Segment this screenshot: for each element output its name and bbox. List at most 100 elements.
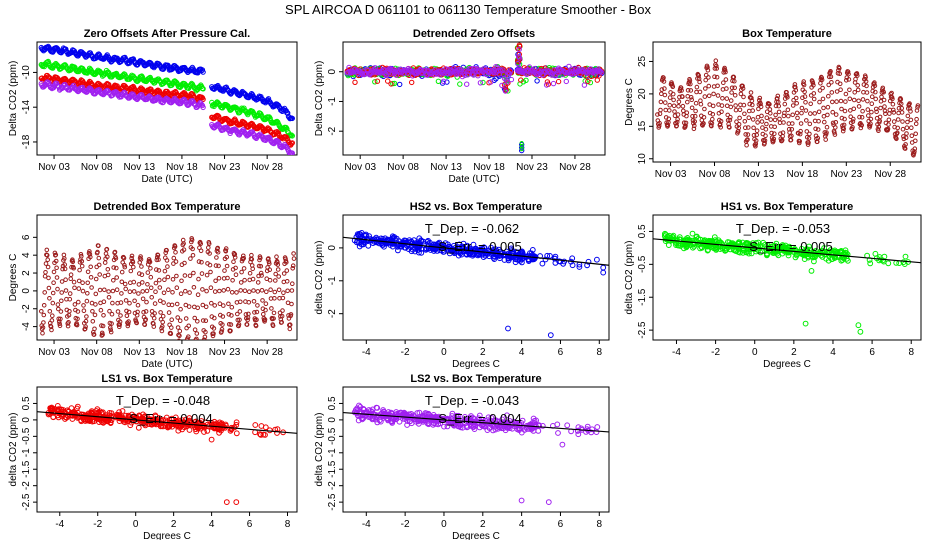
data-point bbox=[896, 105, 902, 111]
data-point bbox=[176, 338, 182, 340]
data-point bbox=[863, 79, 869, 84]
data-point bbox=[96, 243, 101, 249]
data-point bbox=[785, 252, 792, 259]
data-point bbox=[666, 116, 672, 122]
data-point bbox=[122, 262, 127, 268]
data-point bbox=[793, 88, 799, 93]
data-point bbox=[790, 112, 796, 118]
data-point bbox=[569, 262, 576, 269]
data-point bbox=[516, 46, 522, 52]
data-point bbox=[801, 252, 807, 259]
data-point bbox=[828, 74, 834, 79]
data-point bbox=[54, 275, 60, 280]
data-point bbox=[804, 129, 810, 134]
y-tick-label: -1 bbox=[327, 97, 338, 106]
data-point bbox=[690, 114, 695, 119]
data-point bbox=[177, 333, 182, 339]
data-point bbox=[159, 328, 165, 334]
x-tick-label: -2 bbox=[711, 347, 720, 358]
data-point bbox=[738, 91, 744, 97]
data-point bbox=[804, 118, 809, 123]
data-point bbox=[775, 93, 781, 99]
data-point bbox=[550, 80, 557, 87]
x-tick-label: Nov 23 bbox=[209, 162, 241, 173]
data-point bbox=[123, 286, 128, 292]
data-point bbox=[808, 111, 813, 116]
data-point bbox=[418, 249, 425, 256]
data-point bbox=[543, 82, 550, 88]
data-point bbox=[385, 78, 391, 84]
data-point bbox=[435, 240, 442, 247]
data-point bbox=[789, 127, 795, 132]
data-point bbox=[119, 269, 125, 275]
data-point bbox=[91, 332, 97, 337]
data-point bbox=[207, 251, 212, 256]
data-point bbox=[749, 95, 754, 101]
data-point bbox=[848, 114, 854, 119]
y-tick-label: -1.5 bbox=[21, 460, 32, 478]
data-point bbox=[246, 311, 251, 317]
data-point bbox=[50, 313, 55, 319]
data-point bbox=[732, 93, 738, 98]
data-point bbox=[53, 252, 59, 258]
data-point bbox=[169, 317, 174, 323]
data-point bbox=[280, 308, 285, 313]
data-point bbox=[90, 319, 96, 324]
data-point bbox=[43, 261, 49, 266]
data-point bbox=[245, 317, 250, 323]
data-point bbox=[217, 301, 223, 307]
data-point bbox=[289, 140, 295, 146]
data-point bbox=[186, 304, 192, 309]
data-point bbox=[41, 320, 46, 325]
data-point bbox=[186, 427, 193, 433]
data-point bbox=[734, 119, 739, 124]
data-point bbox=[53, 258, 59, 264]
data-point bbox=[859, 115, 865, 120]
data-point bbox=[254, 317, 259, 323]
data-point bbox=[114, 275, 119, 280]
data-point bbox=[169, 302, 175, 308]
data-point bbox=[183, 288, 188, 294]
data-point bbox=[848, 108, 853, 113]
data-marks bbox=[653, 230, 921, 335]
data-point bbox=[802, 89, 807, 95]
data-point bbox=[275, 130, 282, 136]
data-point bbox=[711, 91, 716, 97]
data-point bbox=[148, 266, 153, 271]
data-point bbox=[261, 311, 266, 317]
data-point bbox=[399, 241, 406, 248]
data-point bbox=[45, 257, 51, 263]
data-point bbox=[719, 109, 724, 114]
data-marks bbox=[344, 42, 605, 154]
data-point bbox=[656, 123, 662, 129]
data-point bbox=[143, 309, 149, 314]
data-point bbox=[228, 328, 233, 334]
data-point bbox=[391, 234, 398, 240]
data-point bbox=[902, 253, 909, 260]
data-point bbox=[142, 322, 148, 328]
x-tick-label: 4 bbox=[830, 347, 836, 358]
plot-frame bbox=[342, 41, 606, 156]
data-point bbox=[200, 104, 206, 111]
data-point bbox=[706, 83, 712, 89]
data-point bbox=[905, 113, 911, 119]
data-point bbox=[262, 317, 268, 322]
data-point bbox=[773, 103, 779, 109]
data-point bbox=[67, 291, 73, 296]
data-point bbox=[166, 287, 171, 293]
y-tick-label: -14 bbox=[21, 100, 32, 115]
data-point bbox=[823, 137, 829, 142]
data-point bbox=[191, 285, 197, 290]
data-point bbox=[121, 255, 127, 261]
data-point bbox=[506, 70, 513, 77]
data-point bbox=[173, 259, 179, 264]
data-point bbox=[130, 260, 136, 265]
data-point bbox=[850, 119, 856, 124]
x-tick-label: 4 bbox=[209, 519, 215, 530]
data-point bbox=[661, 79, 667, 84]
data-point bbox=[92, 312, 98, 318]
data-point bbox=[466, 66, 472, 72]
data-point bbox=[815, 127, 821, 132]
data-point bbox=[70, 259, 76, 265]
